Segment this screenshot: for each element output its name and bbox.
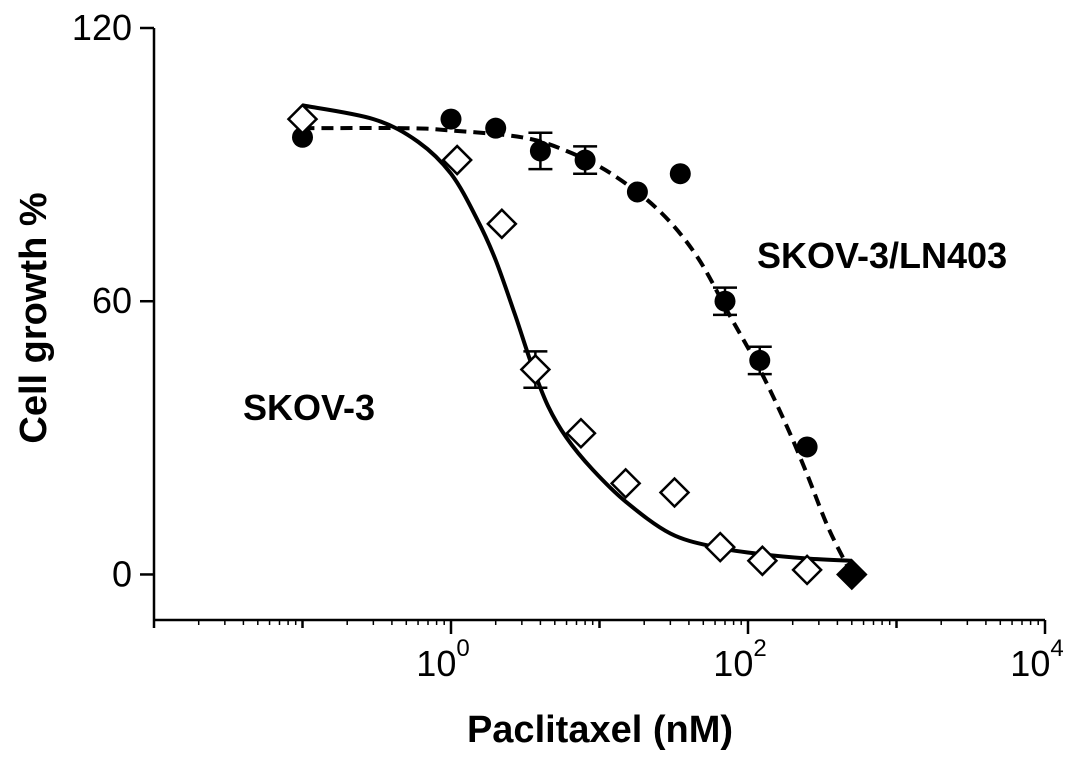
point-1-9 [796,436,818,458]
error-bars [523,131,772,390]
x-ticks: 100 102 104 [152,620,1064,684]
y-tick-label-2: 120 [72,7,132,48]
point-0-10 [836,558,868,591]
point-1-3 [529,140,551,162]
fit-curves [302,103,854,576]
point-1-0 [292,126,313,148]
point-0-0 [286,103,319,135]
x-tick-exponent-1: 2 [753,635,766,662]
x-tick-label-1: 102 [713,635,766,684]
point-1-1 [440,108,462,130]
point-1-7 [714,290,736,312]
data-markers [286,103,868,591]
point-0-3 [519,353,552,386]
x-tick-base-0: 10 [416,643,456,684]
x-tick-base-2: 10 [1010,643,1050,684]
y-ticks: 0 60 120 [72,7,154,594]
point-1-5 [626,181,648,203]
x-tick-exponent-0: 0 [456,635,469,662]
x-tick-exponent-2: 4 [1050,635,1063,662]
point-0-6 [658,476,691,509]
point-0-1 [441,144,473,176]
x-tick-label-2: 104 [1010,635,1063,684]
y-tick-label-0: 0 [112,553,132,594]
x-axis-title: Paclitaxel (nM) [467,709,733,751]
point-1-6 [669,163,691,185]
x-tick-label-0: 100 [416,635,469,684]
y-axis-title: Cell growth % [13,192,55,443]
point-0-2 [486,208,518,240]
fit-curve-1 [302,126,854,576]
point-1-4 [574,149,596,171]
point-0-9 [791,554,823,586]
point-0-4 [565,417,597,450]
series-label-skov3-ln403: SKOV-3/LN403 [757,235,1007,276]
point-1-2 [485,117,507,139]
point-0-8 [746,545,779,577]
series-label-skov3: SKOV-3 [243,387,375,428]
point-0-5 [609,467,642,500]
point-1-8 [749,349,771,371]
y-tick-label-1: 60 [92,280,132,321]
x-tick-base-1: 10 [713,643,753,684]
axes [152,28,1045,622]
point-0-7 [704,531,736,563]
